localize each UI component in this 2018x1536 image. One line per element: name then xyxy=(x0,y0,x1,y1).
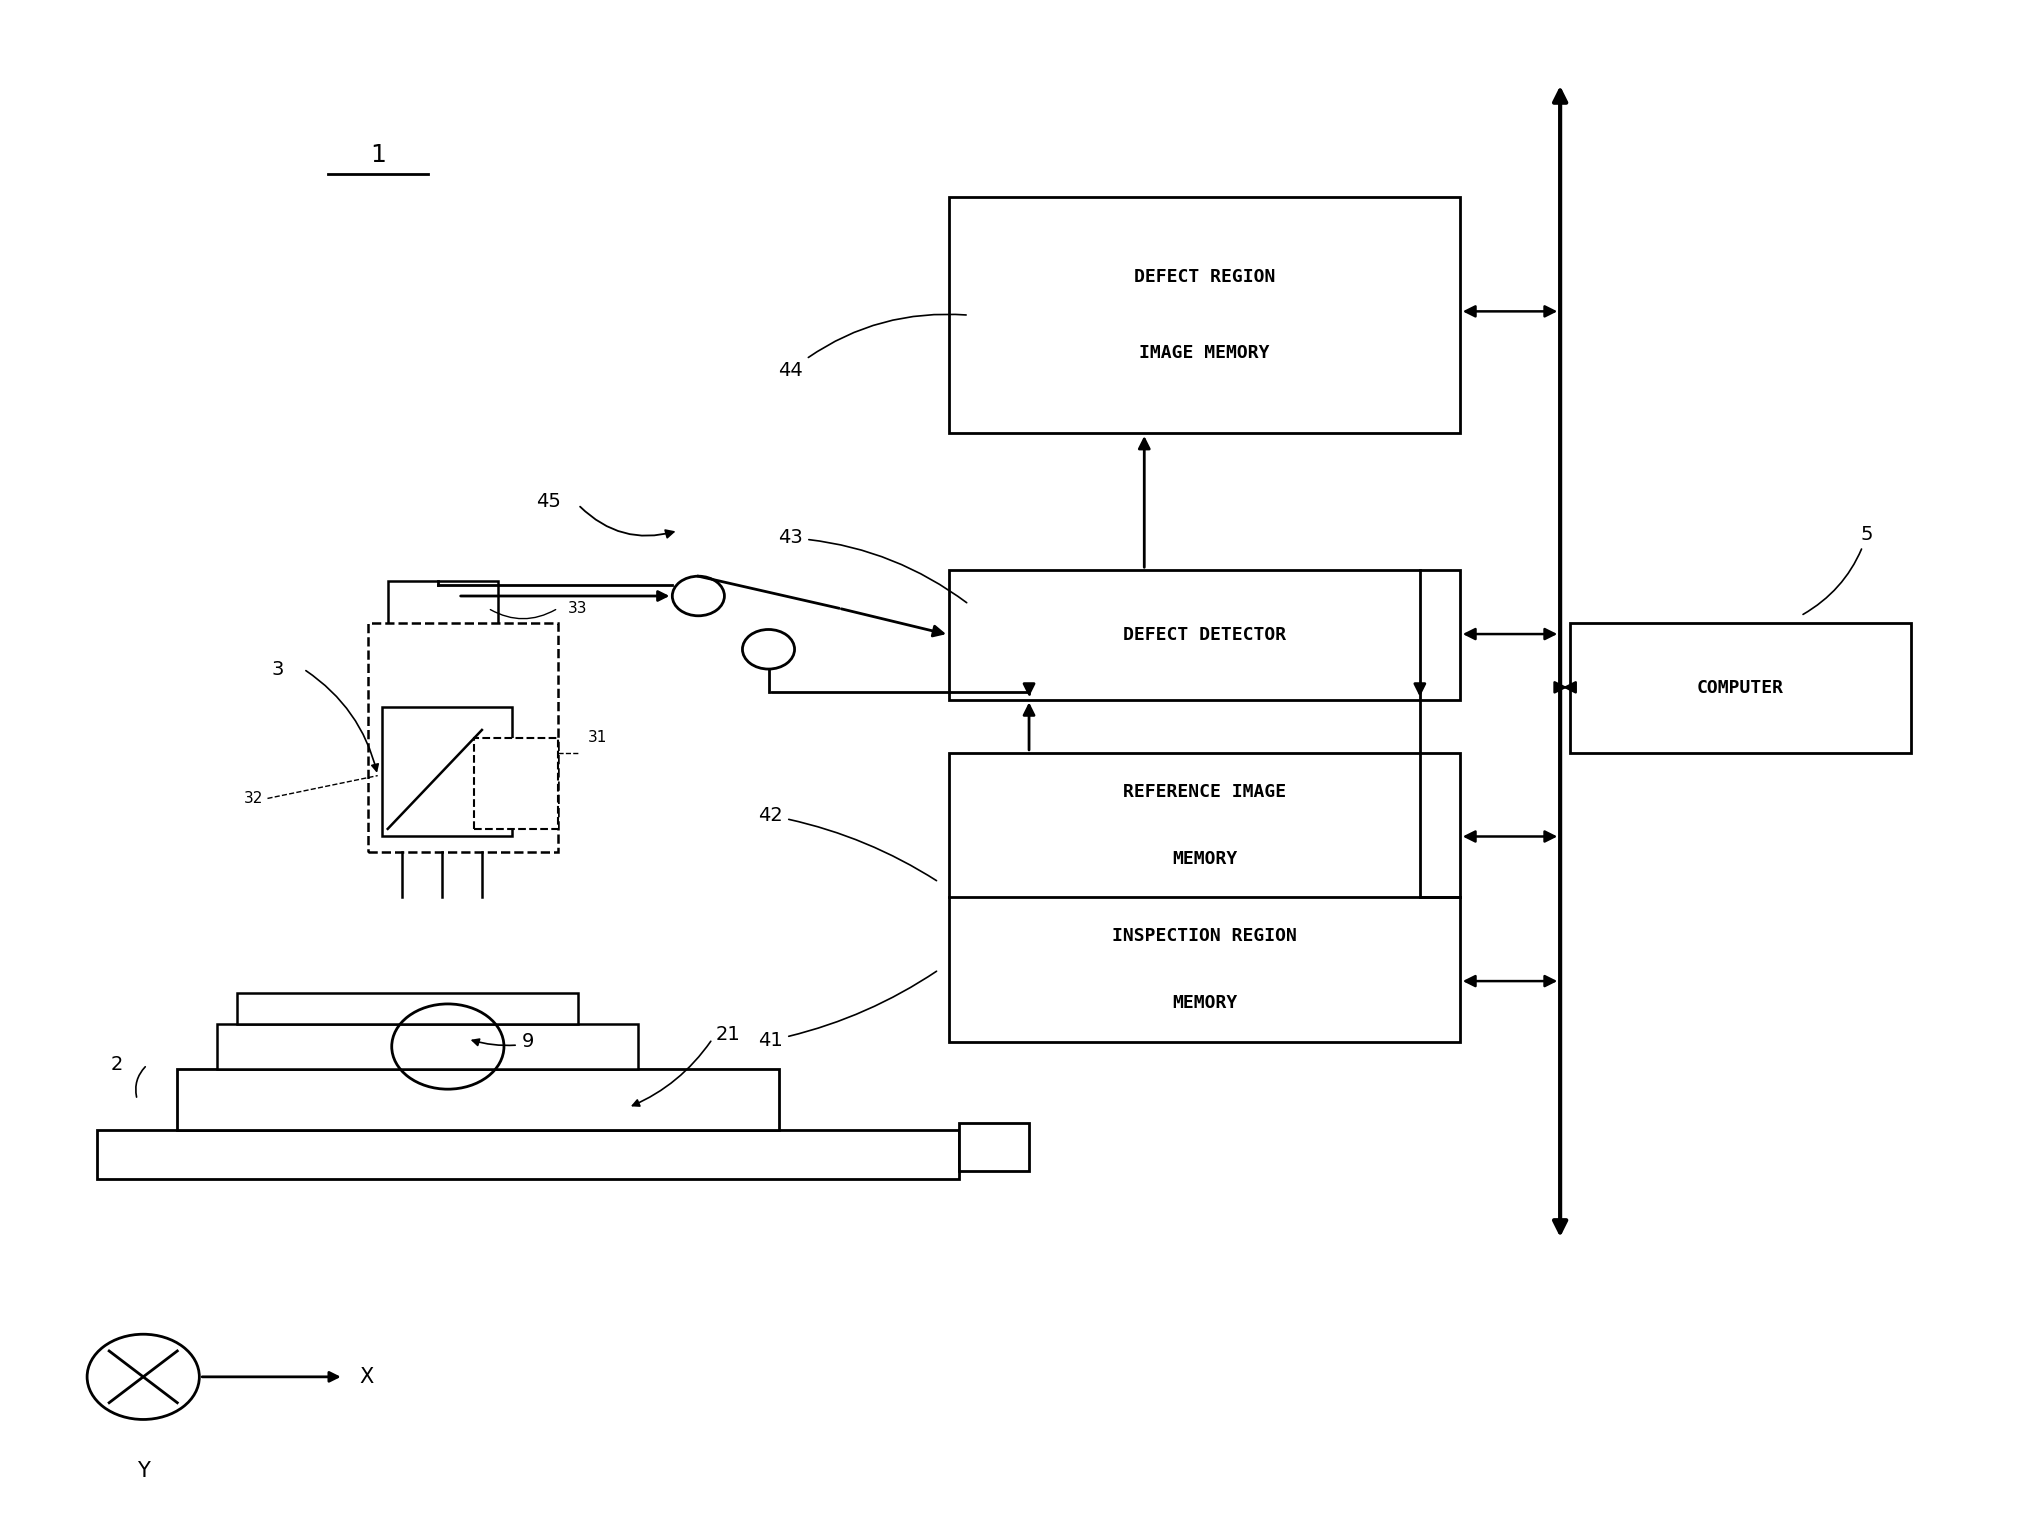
Text: 33: 33 xyxy=(569,601,587,616)
FancyBboxPatch shape xyxy=(178,1069,779,1130)
Text: 45: 45 xyxy=(535,492,561,511)
FancyBboxPatch shape xyxy=(238,994,577,1023)
Text: 9: 9 xyxy=(523,1032,535,1052)
Text: MEMORY: MEMORY xyxy=(1172,994,1237,1012)
Text: IMAGE MEMORY: IMAGE MEMORY xyxy=(1138,344,1269,362)
Text: Y: Y xyxy=(137,1461,149,1481)
Text: 5: 5 xyxy=(1802,525,1873,614)
Text: 3: 3 xyxy=(270,659,285,679)
Text: COMPUTER: COMPUTER xyxy=(1697,679,1784,697)
FancyBboxPatch shape xyxy=(218,1023,638,1069)
Text: 2: 2 xyxy=(111,1055,123,1074)
Text: REFERENCE IMAGE: REFERENCE IMAGE xyxy=(1122,783,1285,800)
FancyBboxPatch shape xyxy=(474,737,559,829)
FancyBboxPatch shape xyxy=(387,581,498,639)
Text: 44: 44 xyxy=(779,315,967,379)
Text: 32: 32 xyxy=(244,791,264,806)
Text: 42: 42 xyxy=(759,806,936,880)
Text: DEFECT DETECTOR: DEFECT DETECTOR xyxy=(1122,625,1285,644)
Text: MEMORY: MEMORY xyxy=(1172,849,1237,868)
Text: 1: 1 xyxy=(369,143,385,167)
FancyBboxPatch shape xyxy=(1570,624,1911,753)
Text: X: X xyxy=(359,1367,373,1387)
Text: 43: 43 xyxy=(779,528,967,602)
FancyBboxPatch shape xyxy=(959,1123,1029,1172)
Text: INSPECTION REGION: INSPECTION REGION xyxy=(1112,928,1298,945)
FancyBboxPatch shape xyxy=(948,753,1459,1041)
Text: 31: 31 xyxy=(587,730,607,745)
Text: 41: 41 xyxy=(759,971,936,1049)
FancyBboxPatch shape xyxy=(948,570,1459,699)
FancyBboxPatch shape xyxy=(367,624,559,852)
FancyBboxPatch shape xyxy=(97,1130,959,1180)
FancyBboxPatch shape xyxy=(381,707,513,837)
Text: 21: 21 xyxy=(716,1025,741,1044)
Text: DEFECT REGION: DEFECT REGION xyxy=(1134,269,1275,286)
FancyBboxPatch shape xyxy=(948,197,1459,433)
